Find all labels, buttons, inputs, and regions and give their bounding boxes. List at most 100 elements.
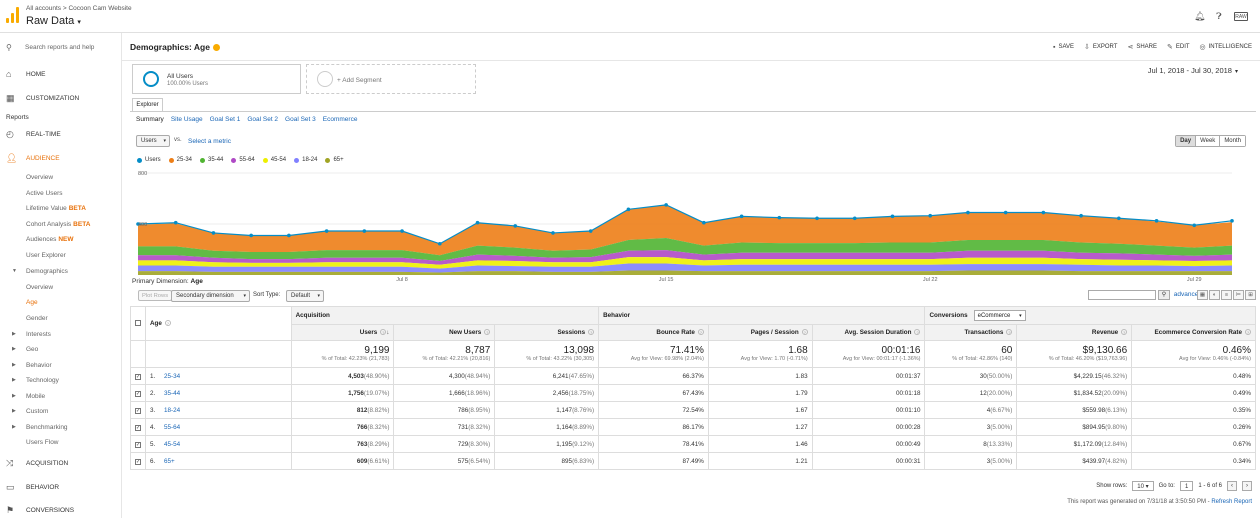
- help-icon[interactable]: ❓︎: [1216, 11, 1222, 21]
- tab-site-usage[interactable]: Site Usage: [170, 116, 203, 123]
- analytics-logo[interactable]: [6, 7, 20, 23]
- advanced-link[interactable]: advanced: [1173, 291, 1202, 298]
- view-selector[interactable]: Raw Data ▾: [26, 15, 81, 27]
- comparison-view-icon[interactable]: ⊨: [1233, 290, 1244, 300]
- new-users-column-header[interactable]: New Users?: [393, 324, 496, 341]
- add-segment-button[interactable]: + Add Segment: [306, 64, 476, 94]
- age-link[interactable]: 45-54: [164, 440, 181, 448]
- row-check-cell: ✓: [130, 367, 146, 385]
- sidebar-item-interests[interactable]: ▶ Interests: [12, 331, 51, 338]
- account-breadcrumb[interactable]: All accounts > Cocoon Cam Website: [26, 5, 132, 12]
- pivot-view-icon[interactable]: ⊞: [1245, 290, 1256, 300]
- sidebar-item-active-users[interactable]: Active Users: [26, 190, 63, 197]
- sidebar-item-behavior[interactable]: ▭ BEHAVIOR: [0, 482, 122, 494]
- age-link[interactable]: 65+: [164, 457, 175, 465]
- row-checkbox[interactable]: ✓: [135, 407, 141, 414]
- sidebar-item-behavior-sub[interactable]: ▶ Behavior: [12, 362, 52, 369]
- search-input[interactable]: ⚲ Search reports and help: [5, 42, 117, 54]
- sort-type-select[interactable]: Default ▾: [286, 290, 324, 302]
- edit-button[interactable]: ✎ EDIT: [1167, 43, 1190, 51]
- tab-goal-set-2[interactable]: Goal Set 2: [247, 116, 279, 123]
- sidebar-item-conversions[interactable]: ⚑ CONVERSIONS: [0, 505, 122, 517]
- intelligence-icon: ◎: [1199, 44, 1206, 51]
- secondary-dimension-select[interactable]: Secondary dimension ▾: [171, 290, 250, 302]
- select-all-checkbox[interactable]: [135, 319, 141, 326]
- sidebar-item-audiences[interactable]: Audiences NEW: [26, 236, 74, 243]
- bounce-rate-column-header[interactable]: Bounce Rate?: [598, 324, 709, 341]
- conversion-rate-column-header[interactable]: Ecommerce Conversion Rate?: [1131, 324, 1256, 341]
- sidebar-item-benchmarking[interactable]: ▶ Benchmarking: [12, 424, 68, 431]
- sidebar-item-acquisition[interactable]: ⤨ ACQUISITION: [0, 458, 122, 470]
- avg-duration-column-header[interactable]: Avg. Session Duration?: [811, 324, 926, 341]
- day-button[interactable]: Day: [1176, 136, 1196, 146]
- sidebar-item-label: Demographics: [26, 268, 68, 275]
- age-link[interactable]: 55-64: [164, 423, 181, 431]
- tab-summary[interactable]: Summary: [136, 116, 164, 123]
- pie-view-icon[interactable]: ◐: [1209, 290, 1220, 300]
- row-checkbox[interactable]: ✓: [135, 441, 141, 448]
- month-button[interactable]: Month: [1219, 136, 1245, 146]
- sessions-column-header[interactable]: Sessions?: [494, 324, 600, 341]
- row-checkbox[interactable]: ✓: [135, 424, 141, 431]
- prev-page-icon[interactable]: ‹: [1227, 481, 1237, 491]
- date-range-picker[interactable]: Jul 1, 2018 - Jul 30, 2018 ▾: [1148, 66, 1238, 75]
- intelligence-button[interactable]: ◎ INTELLIGENCE: [1200, 43, 1252, 51]
- next-page-icon[interactable]: ›: [1242, 481, 1252, 491]
- share-button[interactable]: ⋖ SHARE: [1127, 43, 1157, 51]
- revenue-column-header[interactable]: Revenue?: [1016, 324, 1133, 341]
- sidebar-item-custom[interactable]: ▶ Custom: [12, 408, 48, 415]
- bounce-cell: 72.54%: [598, 401, 709, 419]
- sidebar-item-overview[interactable]: Overview: [26, 174, 54, 181]
- sidebar-item-customization[interactable]: ▦ CUSTOMIZATION: [0, 93, 122, 105]
- show-rows-select[interactable]: 10 ▾: [1132, 481, 1154, 491]
- sidebar-item-technology[interactable]: ▶ Technology: [12, 377, 59, 384]
- metric-select[interactable]: Users ▾: [136, 135, 170, 147]
- sidebar-item-geo[interactable]: ▶ Geo: [12, 346, 38, 353]
- sidebar-item-demographics[interactable]: ▼ Demographics: [12, 268, 68, 275]
- avatar[interactable]: RAW: [1234, 11, 1248, 21]
- conversions-select[interactable]: eCommerce ▾: [973, 310, 1026, 321]
- sidebar-item-age[interactable]: Age: [26, 299, 38, 306]
- table-row: ✓ 4. 55-64 766(8.32%) 731(8.32%) 1,164(8.89%)…: [130, 418, 1256, 436]
- sidebar-item-user-explorer[interactable]: User Explorer: [26, 252, 66, 259]
- goto-input[interactable]: 1: [1179, 481, 1194, 491]
- pages-session-column-header[interactable]: Pages / Session?: [707, 324, 813, 341]
- select-metric-link[interactable]: Select a metric: [188, 138, 231, 145]
- refresh-report-link[interactable]: Refresh Report: [1211, 499, 1252, 505]
- sidebar-item-realtime[interactable]: ◴ REAL-TIME: [0, 129, 122, 141]
- new-users-pct: (48.94%): [464, 372, 491, 380]
- row-checkbox[interactable]: ✓: [135, 390, 141, 397]
- age-column-header[interactable]: Age?: [145, 306, 292, 341]
- age-link[interactable]: 25-34: [164, 372, 181, 380]
- sidebar-item-cohort-analysis[interactable]: Cohort Analysis BETA: [26, 221, 90, 228]
- sidebar-item-users-flow[interactable]: Users Flow: [26, 439, 59, 446]
- sidebar-item-demographics-overview[interactable]: Overview: [26, 284, 54, 291]
- sidebar-item-home[interactable]: ⌂ HOME: [0, 69, 122, 81]
- breadcrumb-site[interactable]: Cocoon Cam Website: [68, 5, 132, 12]
- tab-goal-set-1[interactable]: Goal Set 1: [209, 116, 241, 123]
- table-view-icon[interactable]: ▦: [1197, 290, 1208, 300]
- transactions-column-header[interactable]: Transactions?: [924, 324, 1018, 341]
- search-icon[interactable]: ⚲: [1158, 290, 1170, 300]
- sidebar-item-mobile[interactable]: ▶ Mobile: [12, 393, 45, 400]
- tab-ecommerce[interactable]: Ecommerce: [322, 116, 358, 123]
- bell-icon[interactable]: 🔔︎: [1194, 11, 1206, 21]
- sidebar-item-lifetime-value[interactable]: Lifetime Value BETA: [26, 205, 86, 212]
- row-checkbox[interactable]: ✓: [135, 373, 141, 380]
- sidebar-item-audience[interactable]: 👤︎ AUDIENCE: [0, 153, 122, 165]
- row-checkbox[interactable]: ✓: [135, 458, 141, 465]
- plot-rows-button[interactable]: Plot Rows: [138, 290, 173, 301]
- sidebar-item-gender[interactable]: Gender: [26, 315, 48, 322]
- breadcrumb-all-accounts[interactable]: All accounts: [26, 5, 62, 12]
- tab-explorer[interactable]: Explorer: [132, 98, 163, 112]
- export-button[interactable]: ⇩ EXPORT: [1084, 43, 1117, 51]
- age-link[interactable]: 18-24: [164, 406, 181, 414]
- save-button[interactable]: ▪ SAVE: [1053, 43, 1074, 51]
- week-button[interactable]: Week: [1195, 136, 1220, 146]
- table-search-input[interactable]: [1088, 290, 1156, 300]
- bar-view-icon[interactable]: ≡: [1221, 290, 1232, 300]
- users-column-header[interactable]: Users? ↓: [290, 324, 395, 341]
- segment-all-users[interactable]: All Users 100.00% Users: [132, 64, 301, 94]
- age-link[interactable]: 35-44: [164, 389, 181, 397]
- tab-goal-set-3[interactable]: Goal Set 3: [285, 116, 316, 123]
